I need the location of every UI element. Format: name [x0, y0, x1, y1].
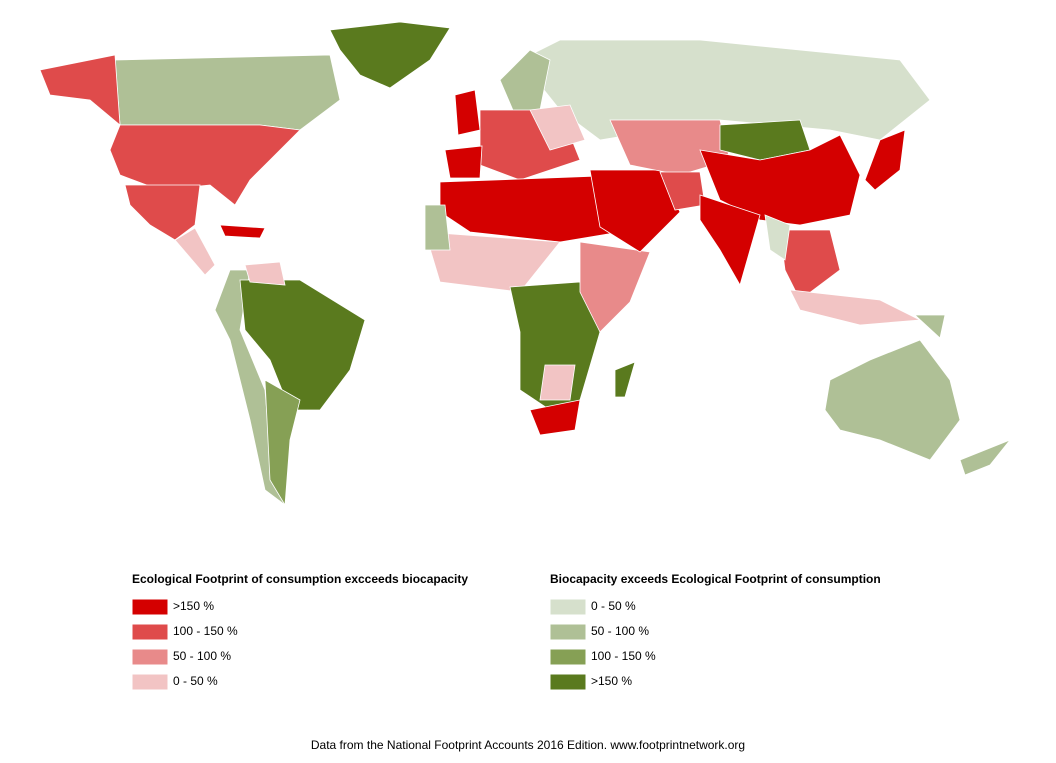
- country: [789, 289, 922, 326]
- country: [614, 361, 636, 398]
- country: [454, 89, 481, 136]
- country: [589, 169, 681, 253]
- country: [959, 439, 1012, 476]
- legend-swatch: [131, 598, 169, 616]
- country: [424, 204, 451, 251]
- country: [764, 214, 791, 261]
- legend-swatch: [131, 673, 169, 691]
- legend-swatch: [549, 648, 587, 666]
- legend-swatch: [549, 623, 587, 641]
- country: [529, 104, 586, 151]
- country: [824, 339, 961, 461]
- legend-label: 50 - 100 %: [173, 649, 231, 663]
- country: [114, 54, 341, 131]
- country: [329, 21, 451, 89]
- country: [239, 279, 366, 411]
- legend-label: 100 - 150 %: [173, 624, 238, 638]
- country: [609, 119, 731, 176]
- legend-label: >150 %: [173, 599, 214, 613]
- country: [264, 379, 301, 507]
- country: [699, 194, 761, 287]
- source-note: Data from the National Footprint Account…: [311, 738, 745, 752]
- country: [529, 399, 581, 436]
- country: [444, 145, 483, 179]
- legend-label: 50 - 100 %: [591, 624, 649, 638]
- country: [499, 49, 551, 116]
- legend-swatch: [131, 648, 169, 666]
- legend-label: >150 %: [591, 674, 632, 688]
- legend-swatch: [549, 673, 587, 691]
- legend-label: 100 - 150 %: [591, 649, 656, 663]
- country: [219, 224, 266, 239]
- country: [39, 54, 121, 126]
- legend-swatch: [131, 623, 169, 641]
- country: [864, 129, 906, 191]
- country: [539, 364, 576, 401]
- legend-title: Ecological Footprint of consumption excc…: [132, 572, 468, 586]
- world-map: [39, 21, 1012, 507]
- country: [244, 261, 286, 286]
- country: [779, 229, 841, 301]
- legend-label: 0 - 50 %: [173, 674, 218, 688]
- legend-swatch: [549, 598, 587, 616]
- legend-title: Biocapacity exceeds Ecological Footprint…: [550, 572, 881, 586]
- country: [913, 314, 946, 339]
- country: [174, 227, 216, 276]
- legend-label: 0 - 50 %: [591, 599, 636, 613]
